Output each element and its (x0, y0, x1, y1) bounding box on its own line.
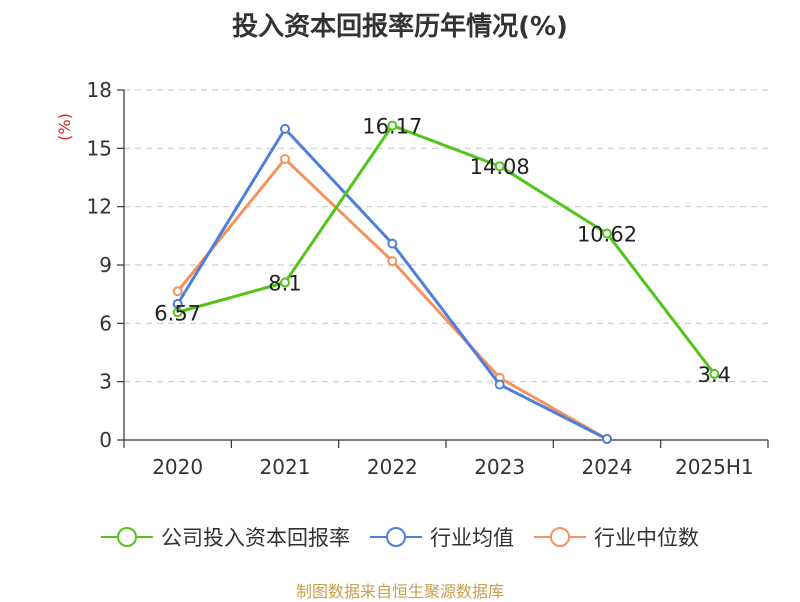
x-tick-label: 2021 (260, 455, 311, 479)
y-tick-label: 15 (87, 136, 112, 160)
legend-item-industry-median[interactable]: 行业中位数 (534, 522, 699, 552)
source-note: 制图数据来自恒生聚源数据库 (295, 582, 504, 601)
data-point (387, 120, 398, 131)
legend-label-company: 公司投入资本回报率 (161, 526, 350, 550)
x-tick-label: 2022 (367, 455, 418, 479)
series-line-0 (177, 124, 716, 375)
data-point (602, 434, 612, 445)
chart-title: 投入资本回报率历年情况(%) (232, 12, 568, 42)
legend-marker-company (101, 527, 153, 547)
data-point (709, 368, 720, 379)
data-label: 3.4 (698, 363, 731, 387)
y-tick-label: 18 (87, 78, 112, 102)
data-point (172, 307, 183, 318)
data-label: 14.08 (470, 155, 530, 179)
legend-item-industry-mean[interactable]: 行业均值 (370, 522, 514, 552)
data-label: 16.17 (362, 115, 422, 139)
data-point (172, 286, 183, 297)
data-point (280, 154, 290, 165)
data-point (280, 277, 290, 288)
x-tick-label: 2020 (152, 455, 203, 479)
y-tick-label: 12 (87, 195, 112, 219)
legend-item-company[interactable]: 公司投入资本回报率 (101, 522, 350, 552)
legend-marker-industry-mean (370, 527, 422, 547)
x-tick-label: 2023 (474, 455, 525, 479)
data-point (602, 228, 612, 239)
x-tick-label: 2025H1 (675, 455, 754, 479)
data-label: 10.62 (577, 223, 637, 247)
data-point (280, 123, 290, 134)
legend-label-industry-mean: 行业均值 (430, 526, 514, 550)
legend-marker-industry-median (534, 527, 586, 547)
data-label: 8.1 (268, 272, 301, 296)
data-labels: 6.57 8.1 16.17 14.08 10.62 3.4 (154, 115, 731, 387)
y-tick-label: 0 (99, 428, 112, 452)
y-tick-label: 3 (99, 370, 112, 394)
data-point (494, 379, 505, 390)
data-label: 6.57 (154, 301, 201, 325)
axes: 0 3 6 9 12 15 18 (%) 2020 2021 2022 2023 2024 2025H1 (55, 78, 769, 479)
x-tick-label: 2024 (582, 455, 633, 479)
legend: 公司投入资本回报率 行业均值 行业中位数 (0, 520, 800, 554)
series-lines (172, 120, 720, 445)
y-tick-label: 9 (99, 253, 112, 277)
legend-label-industry-median: 行业中位数 (594, 526, 699, 550)
y-tick-label: 6 (99, 311, 112, 335)
data-point (387, 238, 398, 249)
series-line-1 (176, 127, 608, 441)
data-point (494, 161, 505, 172)
gridlines (124, 89, 768, 383)
y-axis-unit: (%) (55, 113, 74, 141)
data-point (387, 256, 398, 267)
